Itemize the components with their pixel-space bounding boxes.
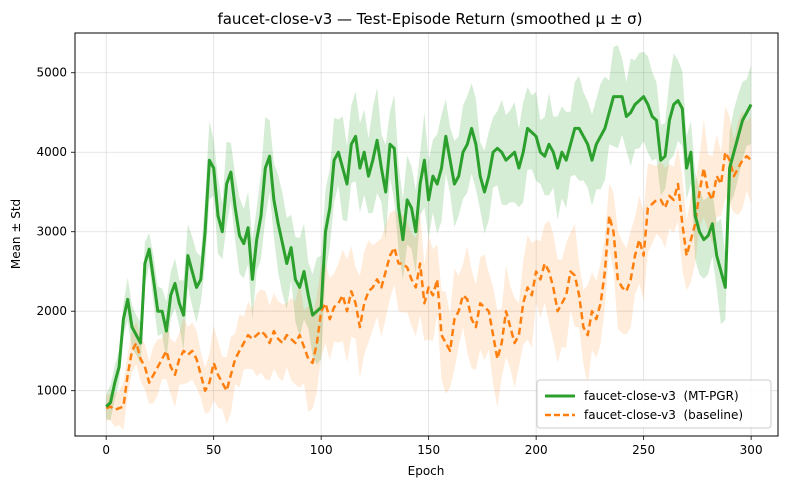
legend: faucet-close-v3 (MT-PGR) faucet-close-v3… bbox=[536, 379, 772, 429]
legend-box bbox=[536, 379, 772, 429]
plot-frame bbox=[74, 32, 779, 437]
std-band-mt-pgr bbox=[106, 45, 752, 421]
y-tick-label: 3000 bbox=[36, 225, 67, 239]
x-tick-label: 150 bbox=[417, 443, 440, 457]
std-bands bbox=[106, 45, 752, 431]
chart-title: faucet-close-v3 — Test-Episode Return (s… bbox=[217, 10, 642, 28]
x-tick-label: 0 bbox=[102, 443, 110, 457]
x-tick-label: 100 bbox=[310, 443, 333, 457]
x-axis-label: Epoch bbox=[408, 464, 445, 478]
x-tick-label: 50 bbox=[206, 443, 221, 457]
std-band-baseline bbox=[106, 106, 752, 431]
y-tick-label: 5000 bbox=[36, 66, 67, 80]
y-tick-label: 4000 bbox=[36, 145, 67, 159]
legend-label-mt-pgr: faucet-close-v3 (MT-PGR) bbox=[584, 389, 739, 403]
x-tick-label: 200 bbox=[525, 443, 548, 457]
x-tick-label: 250 bbox=[632, 443, 655, 457]
y-tick-label: 2000 bbox=[36, 304, 67, 318]
series-lines bbox=[105, 95, 753, 412]
x-tick-label: 300 bbox=[740, 443, 763, 457]
y-tick-label: 1000 bbox=[36, 384, 67, 398]
line-mt-pgr bbox=[105, 95, 753, 408]
line-baseline bbox=[105, 150, 752, 412]
y-axis-label: Mean ± Std bbox=[9, 199, 23, 269]
axis-ticks: 0 50 100 150 200 250 300 1000 2000 3000 4000 5000 bbox=[36, 66, 762, 457]
legend-label-baseline: faucet-close-v3 (baseline) bbox=[584, 408, 743, 422]
